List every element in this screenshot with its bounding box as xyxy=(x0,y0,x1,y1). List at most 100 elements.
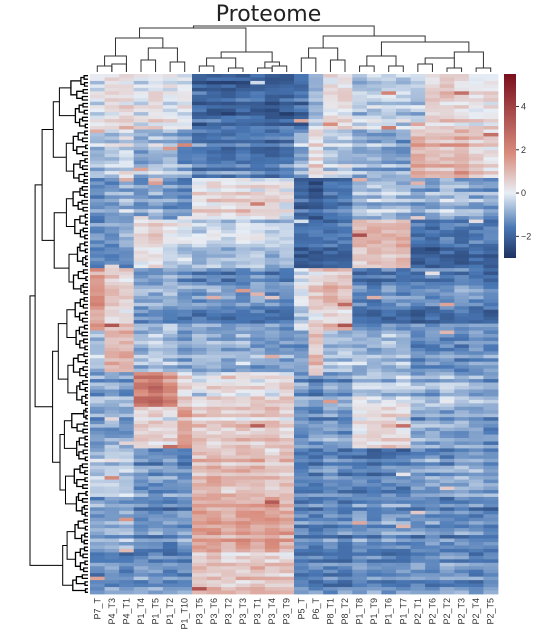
heatmap-cell xyxy=(439,202,455,207)
heatmap-cell xyxy=(279,476,295,480)
heatmap-cell xyxy=(366,275,382,279)
heatmap-cell xyxy=(279,465,295,470)
heatmap-cell xyxy=(425,316,441,321)
heatmap-cell xyxy=(439,375,455,380)
heatmap-cell xyxy=(396,517,411,522)
heatmap-cell xyxy=(366,399,382,404)
heatmap-cell xyxy=(439,531,455,536)
heatmap-cell xyxy=(264,573,280,578)
heatmap-cell xyxy=(162,548,178,553)
heatmap-cell xyxy=(366,150,382,155)
heatmap-cell xyxy=(323,555,339,560)
heatmap-cell xyxy=(468,500,484,505)
dendrogram-link xyxy=(72,357,80,373)
heatmap-cell xyxy=(235,562,251,567)
heatmap-cell xyxy=(396,500,411,505)
heatmap-cell xyxy=(468,143,484,148)
heatmap-cell xyxy=(250,555,266,560)
heatmap-cell xyxy=(90,559,105,564)
heatmap-cell xyxy=(133,559,149,564)
heatmap-cell xyxy=(206,548,222,553)
heatmap-cell xyxy=(454,188,470,193)
heatmap-cell xyxy=(483,191,499,196)
heatmap-cell xyxy=(439,84,455,89)
heatmap-cell xyxy=(177,261,193,266)
heatmap-cell xyxy=(279,368,295,373)
heatmap-cell xyxy=(439,559,455,564)
heatmap-cell xyxy=(235,434,251,439)
heatmap-cell xyxy=(410,434,426,439)
heatmap-cell xyxy=(133,514,149,519)
heatmap-cell xyxy=(294,101,309,106)
heatmap-cell xyxy=(206,542,222,546)
heatmap-cell xyxy=(250,486,266,491)
heatmap-cell xyxy=(483,285,499,290)
heatmap-cell xyxy=(192,188,207,193)
heatmap-cell xyxy=(425,74,441,78)
heatmap-cell xyxy=(133,417,149,422)
heatmap-cell xyxy=(308,219,324,224)
heatmap-cell xyxy=(308,562,324,567)
heatmap-cell xyxy=(177,157,193,162)
heatmap-cell xyxy=(104,548,120,553)
heatmap-cell xyxy=(337,542,353,546)
heatmap-cell xyxy=(439,216,455,220)
heatmap-cell xyxy=(177,132,193,137)
heatmap-cell xyxy=(352,538,368,543)
heatmap-cell xyxy=(279,361,295,366)
heatmap-cell xyxy=(352,316,368,321)
heatmap-cell xyxy=(308,441,324,446)
heatmap-cell xyxy=(352,77,368,82)
heatmap-cell xyxy=(352,247,368,252)
heatmap-cell xyxy=(221,396,237,401)
heatmap-cell xyxy=(396,545,411,550)
heatmap-cell xyxy=(308,132,324,137)
heatmap-cell xyxy=(468,455,484,460)
heatmap-cell xyxy=(308,548,324,553)
heatmap-cell xyxy=(279,517,295,522)
heatmap-cell xyxy=(454,396,470,401)
heatmap-cell xyxy=(162,576,178,581)
heatmap-cell xyxy=(366,323,382,328)
heatmap-cell xyxy=(483,157,499,162)
heatmap-cell xyxy=(454,476,470,480)
heatmap-cell xyxy=(192,389,207,394)
heatmap-cell xyxy=(483,427,499,432)
heatmap-cell xyxy=(250,503,266,508)
dendrogram-link xyxy=(82,484,88,489)
heatmap-cell xyxy=(264,316,280,321)
heatmap-cell xyxy=(279,365,295,370)
heatmap-cell xyxy=(192,500,207,505)
heatmap-cell xyxy=(177,583,193,588)
heatmap-cell xyxy=(468,503,484,508)
heatmap-cell xyxy=(250,306,266,311)
heatmap-cell xyxy=(148,146,164,151)
heatmap-cell xyxy=(192,313,207,318)
heatmap-cell xyxy=(468,351,484,356)
heatmap-cell xyxy=(206,316,222,321)
heatmap-cell xyxy=(90,292,105,297)
heatmap-cell xyxy=(279,389,295,394)
heatmap-cell xyxy=(294,91,309,96)
heatmap-cell xyxy=(381,240,397,245)
heatmap-cell xyxy=(323,406,339,411)
dendrogram-link xyxy=(81,574,88,580)
heatmap-cell xyxy=(323,139,339,144)
heatmap-cell xyxy=(352,566,368,571)
heatmap-cell xyxy=(279,538,295,543)
heatmap-cell xyxy=(323,150,339,155)
heatmap-cell xyxy=(192,212,207,217)
heatmap-cell xyxy=(337,545,353,550)
heatmap-cell xyxy=(148,552,164,557)
heatmap-cell xyxy=(90,500,105,505)
heatmap-cell xyxy=(148,417,164,422)
heatmap-cell xyxy=(221,257,237,262)
heatmap-cell xyxy=(148,115,164,120)
heatmap-cell xyxy=(90,153,105,158)
heatmap-cell xyxy=(425,479,441,484)
heatmap-cell xyxy=(119,150,135,155)
heatmap-cell xyxy=(323,448,339,453)
heatmap-cell xyxy=(410,472,426,477)
heatmap-cell xyxy=(308,261,324,266)
dendrogram-link xyxy=(85,407,88,413)
